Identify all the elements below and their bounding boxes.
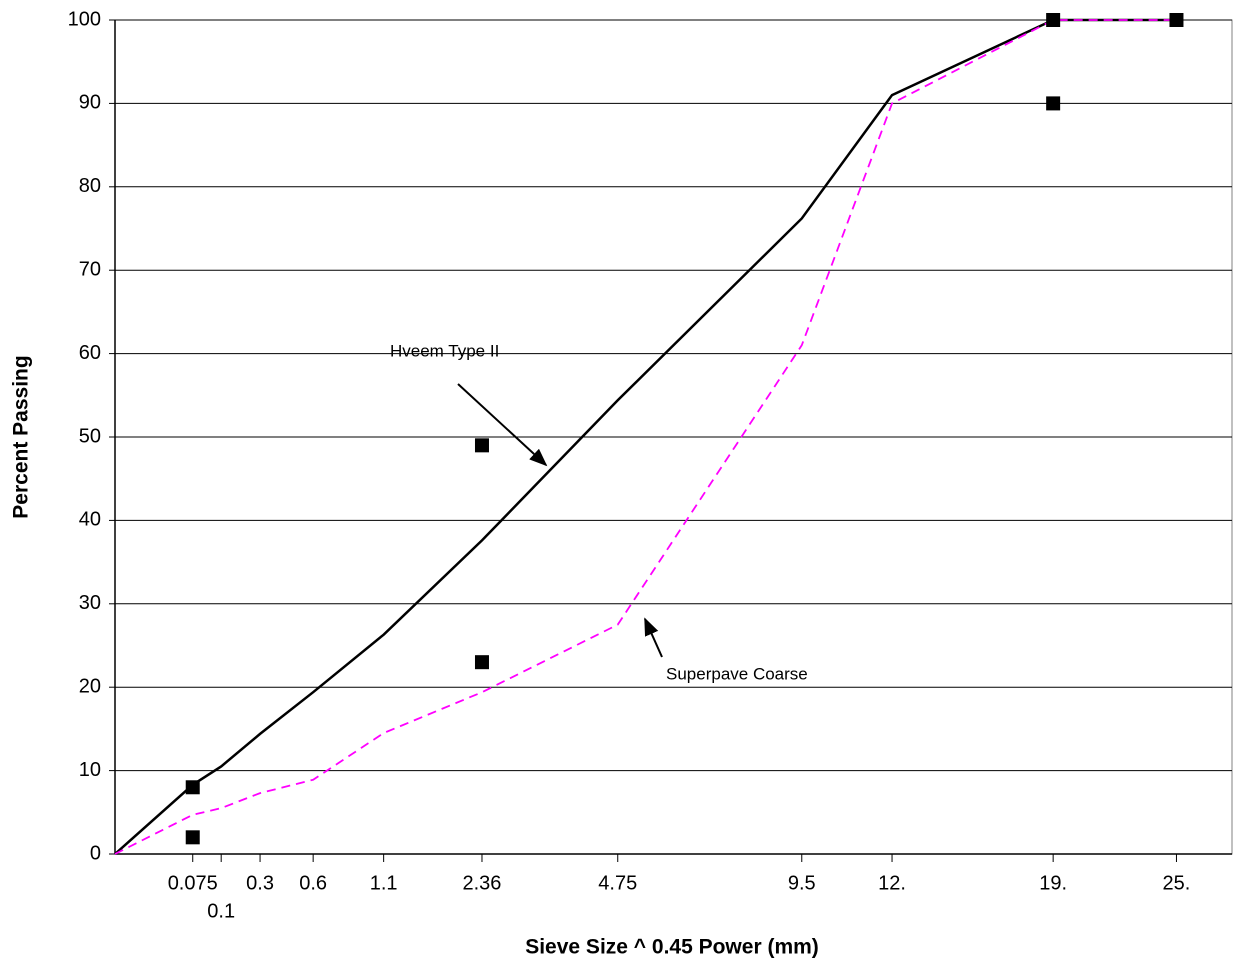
control-point <box>474 438 489 453</box>
y-tick-label: 30 <box>79 592 101 614</box>
control-point <box>474 655 489 670</box>
x-tick-label: 25. <box>1163 872 1191 894</box>
y-axis-title: Percent Passing <box>10 355 33 518</box>
x-tick-label: 0.075 <box>168 872 218 894</box>
x-tick-label: 2.36 <box>463 872 502 894</box>
x-tick-label: 19. <box>1039 872 1067 894</box>
y-tick-label: 70 <box>79 258 101 280</box>
control-point <box>1046 13 1061 27</box>
x-tick-label: 4.75 <box>598 872 637 894</box>
control-point <box>185 830 200 845</box>
y-tick-label: 50 <box>79 425 101 447</box>
x-tick-label: 9.5 <box>788 872 816 894</box>
control-point <box>185 780 200 795</box>
x-tick-label: 12. <box>878 872 906 894</box>
y-tick-label: 0 <box>90 842 101 864</box>
y-tick-label: 40 <box>79 509 101 531</box>
x-axis-title: Sieve Size ^ 0.45 Power (mm) <box>525 936 819 959</box>
annotation-arrow <box>644 617 663 658</box>
x-tick-label: 0.6 <box>299 872 327 894</box>
annotation-arrow <box>457 383 548 467</box>
y-tick-label: 80 <box>79 175 101 197</box>
y-tick-label: 90 <box>79 92 101 114</box>
x-tick-label: 1.1 <box>370 872 398 894</box>
control-point <box>1169 13 1184 27</box>
y-tick-label: 100 <box>68 8 101 30</box>
annotation: Superpave Coarse <box>666 664 808 683</box>
y-tick-label: 20 <box>79 675 101 697</box>
series-line <box>114 18 1177 855</box>
x-tick-label: 0.3 <box>246 872 274 894</box>
annotation: Hveem Type II <box>390 341 499 360</box>
series-line <box>114 19 1177 855</box>
y-tick-label: 10 <box>79 759 101 781</box>
y-tick-label: 60 <box>79 342 101 364</box>
x-tick-label: 0.1 <box>207 900 235 922</box>
control-point <box>1046 96 1061 111</box>
